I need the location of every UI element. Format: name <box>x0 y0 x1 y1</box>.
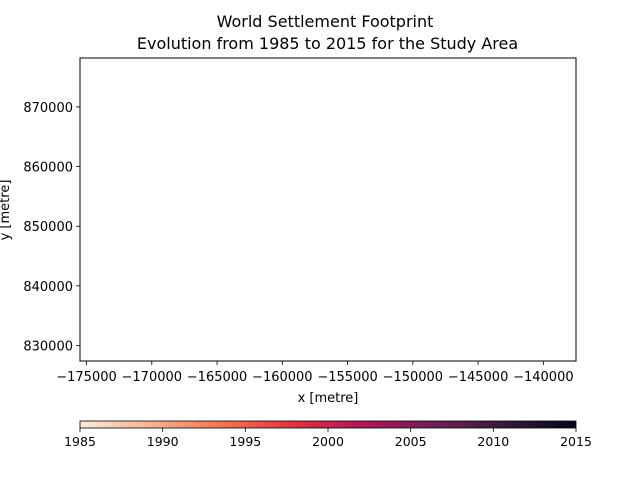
x-axis-ticks: −175000 −170000 −165000 −160000 −155000 −1500… <box>56 361 574 385</box>
x-tick-label: −175000 <box>56 370 117 385</box>
plot-area <box>79 57 577 362</box>
chart-subtitle: Evolution from 1985 to 2015 for the Stud… <box>132 34 518 53</box>
x-tick-label: −145000 <box>448 370 509 385</box>
colorbar-tick-label: 1990 <box>147 434 179 449</box>
colorbar-tick-label: 2000 <box>312 434 344 449</box>
colorbar-tick-label: 2005 <box>395 434 427 449</box>
chart-title: World Settlement Footprint <box>217 12 434 31</box>
y-axis-label: y [metre] <box>0 180 13 241</box>
x-tick-label: −155000 <box>317 370 378 385</box>
y-axis-ticks: 830000 840000 850000 860000 870000 <box>23 101 80 354</box>
x-tick-label: −165000 <box>187 370 248 385</box>
y-tick-label: 850000 <box>23 220 73 235</box>
y-tick-label: 870000 <box>23 101 73 116</box>
colorbar <box>79 420 577 429</box>
colorbar-tick-label: 1995 <box>229 434 261 449</box>
y-tick-label: 840000 <box>23 280 73 295</box>
colorbar-tick-label: 1985 <box>64 434 96 449</box>
colorbar-tick-label: 2010 <box>477 434 509 449</box>
x-tick-label: −140000 <box>513 370 574 385</box>
x-axis-label: x [metre] <box>298 391 359 406</box>
y-tick-label: 830000 <box>23 339 73 354</box>
x-tick-label: −170000 <box>122 370 183 385</box>
colorbar-ticks: 1985 1990 1995 2000 2005 2010 2015 <box>64 428 592 449</box>
x-tick-label: −160000 <box>252 370 313 385</box>
colorbar-tick-label: 2015 <box>560 434 592 449</box>
x-tick-label: −150000 <box>383 370 444 385</box>
y-tick-label: 860000 <box>23 161 73 176</box>
